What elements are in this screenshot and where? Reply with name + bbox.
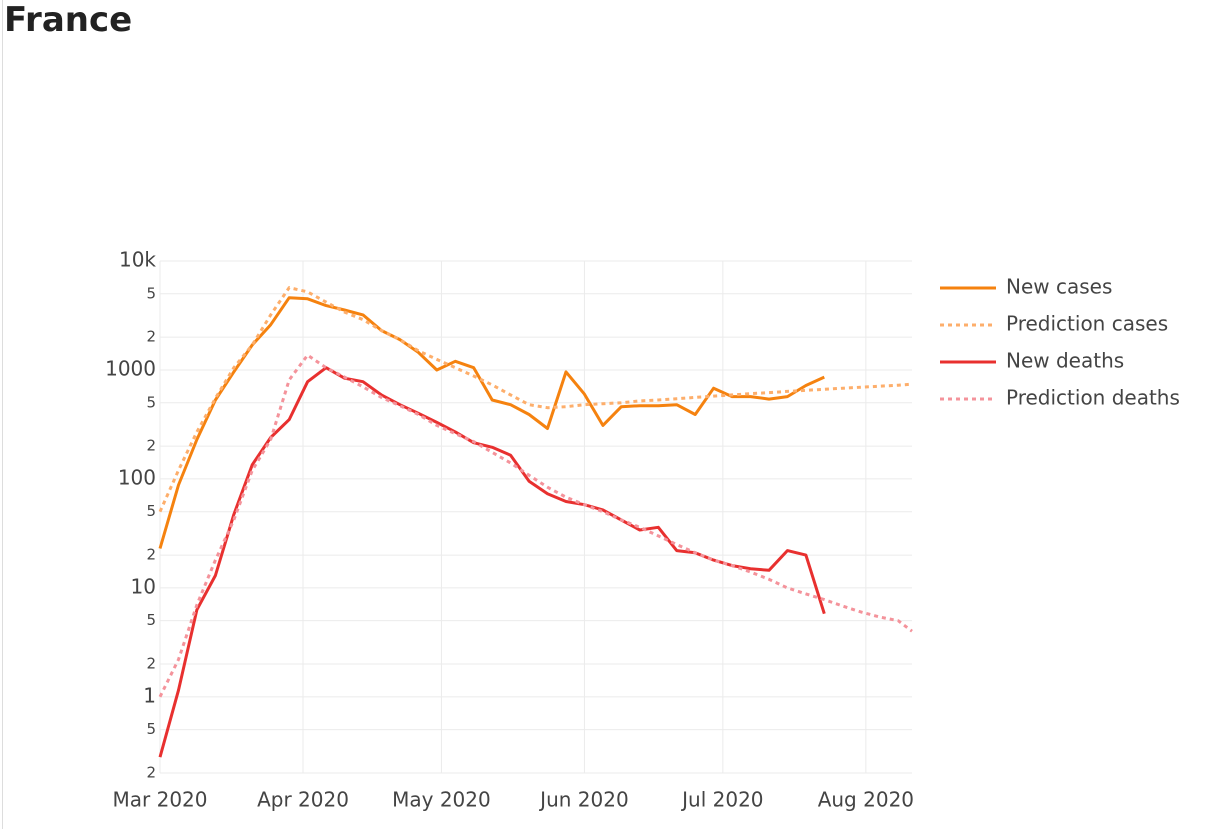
x-tick-label: Mar 2020 [113,788,208,812]
legend-label: New deaths [1006,349,1124,373]
legend-label: Prediction deaths [1006,386,1180,410]
y-tick-label: 2 [146,437,156,455]
series-line [158,286,913,513]
y-tick-label: 2 [146,328,156,346]
series-line [158,353,913,698]
y-tick-label: 2 [146,546,156,564]
y-tick-label: 5 [146,720,156,738]
legend-label: Prediction cases [1006,312,1168,336]
y-tick-label: 2 [146,655,156,673]
y-tick-label: 2 [146,764,156,782]
x-tick-label: May 2020 [392,788,491,812]
x-tick-label: Apr 2020 [257,788,349,812]
y-tick-label: 10k [119,248,156,272]
x-tick-label: Jun 2020 [538,788,629,812]
y-tick-label: 5 [146,393,156,411]
y-tick-label: 10 [131,574,156,598]
y-tick-label: 100 [118,465,156,489]
series-line [158,296,825,549]
x-tick-label: Jul 2020 [680,788,763,812]
y-tick-label: 5 [146,284,156,302]
y-tick-label: 5 [146,611,156,629]
x-tick-label: Aug 2020 [818,788,914,812]
y-tick-label: 1000 [105,356,156,380]
chart-title: France [4,0,133,40]
y-tick-label: 5 [146,502,156,520]
y-tick-label: 1 [143,683,156,707]
legend-label: New cases [1006,275,1112,299]
